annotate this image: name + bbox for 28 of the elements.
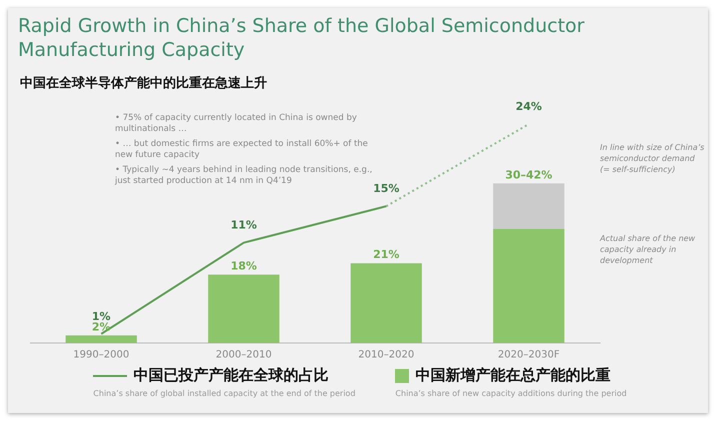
- text: • 75% of capacity currently located in China is owned by multinationals …: [115, 113, 358, 135]
- data-label: 18%: [230, 260, 257, 273]
- legend-label: 中国新增产能在总产能的比重: [415, 366, 610, 385]
- bar: [493, 183, 564, 229]
- x-tick-label: 2010–2020: [358, 350, 414, 361]
- chart-subtitle: 中国在全球半导体产能中的比重在急速上升: [20, 74, 267, 92]
- bar: [66, 335, 137, 343]
- text: • … but domestic firms are expected to install 60%+ of the new future capacity: [115, 139, 369, 161]
- bar: [493, 229, 564, 343]
- annotation: • Typically ~4 years behind in leading node transitions, e.g., just started production at 14 nm in Q4’19: [115, 165, 372, 186]
- chart-title: Rapid Growth in China’s Share of the Global Semiconductor Manufacturing Capacity: [18, 14, 586, 62]
- legend-label: 中国已投产产能在全球的占比: [133, 366, 328, 385]
- data-label: 21%: [373, 248, 400, 262]
- data-label: 15%: [373, 182, 400, 196]
- data-label: 24%: [516, 100, 542, 114]
- x-tick-label: 2020–2030F: [498, 350, 560, 361]
- data-label: 1%: [92, 310, 111, 323]
- annotation: 30–42%: [505, 168, 552, 182]
- text: China’s share of global installed capacity at the end of the period: [93, 389, 356, 398]
- x-tick-label: 2000–2010: [216, 350, 272, 361]
- bar: [208, 274, 280, 343]
- x-tick-label: 1990–2000: [73, 350, 130, 361]
- text: China’s share of new capacity additions during the period: [395, 389, 627, 398]
- bar: [350, 263, 422, 343]
- data-label: 2%: [92, 320, 111, 334]
- annotation: Actual share of the new capacity already in development: [600, 233, 696, 266]
- text: In line with size of China’s semiconductor demand (= self-sufficiency): [600, 142, 705, 175]
- data-label: 11%: [230, 218, 257, 232]
